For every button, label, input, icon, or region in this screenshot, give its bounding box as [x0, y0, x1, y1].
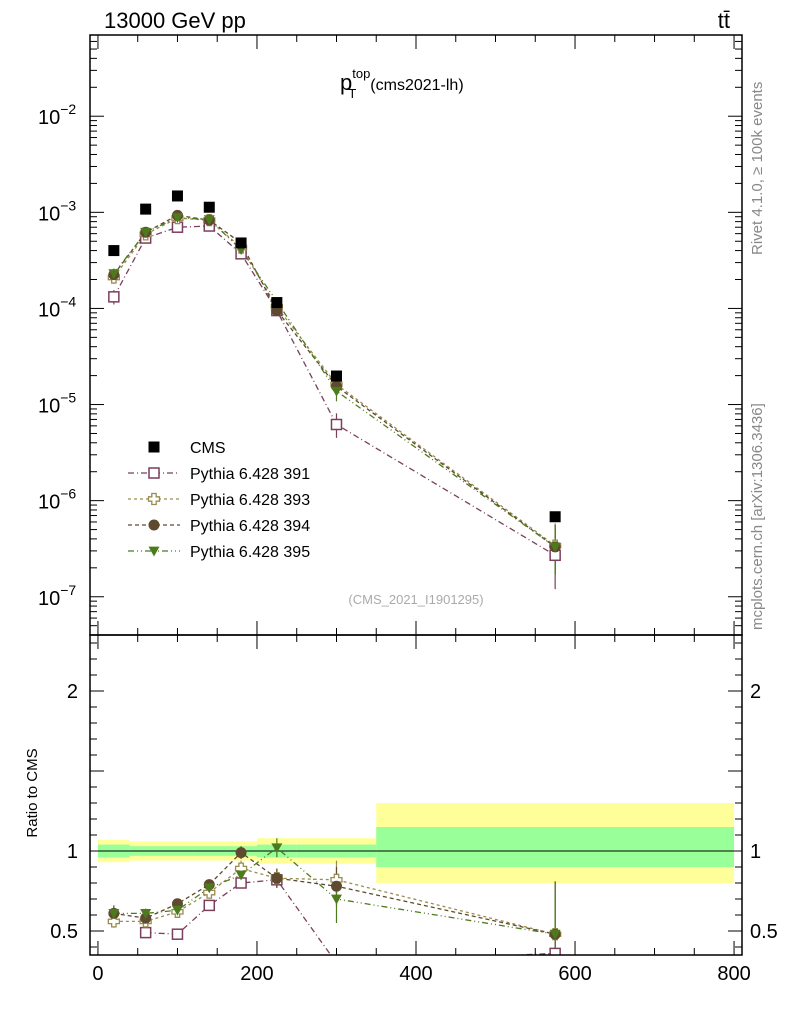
ratio-data-point: [549, 929, 561, 940]
main-y-tick-label: 10−2: [38, 101, 76, 129]
legend: CMS Pythia 6.428 391 Pythia 6.428 393 Pythi…: [128, 440, 310, 561]
legend-marker: [148, 441, 160, 453]
ratio-series-group: [107, 838, 562, 968]
ratio-green-band: [376, 827, 735, 867]
legend-marker: [148, 546, 160, 557]
cms-data-point: [171, 190, 183, 202]
ratio-data-point: [271, 843, 283, 854]
ratio-y-tick-label-right: 1: [750, 841, 761, 863]
main-y-tick-label: 10−6: [38, 486, 76, 514]
legend-label: Pythia 6.428 395: [190, 544, 310, 561]
legend-label: Pythia 6.428 393: [190, 492, 310, 509]
rivet-label: Rivet 4.1.0, ≥ 100k events: [749, 82, 766, 255]
ratio-data-point: [203, 883, 215, 894]
main-series-line: [113, 217, 556, 547]
ratio-data-point: [331, 958, 341, 968]
legend-marker: [148, 519, 160, 531]
main-y-axis: 10−7 10−6 10−5 10−4 10−3 10−2: [38, 34, 742, 636]
main-series-line: [113, 214, 556, 548]
main-frame: [89, 34, 743, 636]
ratio-x-tick-label: 200: [240, 963, 273, 985]
cms-data-point: [330, 370, 342, 382]
ratio-x-tick-label: 600: [558, 963, 591, 985]
main-data-point: [330, 386, 342, 397]
ratio-frame: [89, 634, 743, 956]
ratio-data-point: [203, 899, 216, 912]
legend-label: CMS: [190, 440, 226, 457]
ratio-uncertainty-bands: [97, 803, 735, 883]
ratio-y-tick-label-left: 0.5: [50, 921, 78, 943]
ratio-data-point: [171, 928, 184, 940]
ratio-data-point: [235, 870, 247, 881]
cms-data-point: [271, 297, 283, 309]
ratio-y-label: Ratio to CMS: [24, 748, 41, 837]
ratio-y-tick-label-right: 2: [750, 681, 761, 703]
main-data-point: [330, 418, 343, 431]
main-data-point: [203, 215, 215, 226]
ratio-data-point: [330, 880, 342, 892]
main-y-tick-label: 10−4: [38, 293, 76, 321]
ratio-data-point: [139, 926, 152, 939]
main-panel: 10−7 10−6 10−5 10−4 10−3 10−2 ptop T (cms2021-l…: [38, 34, 743, 636]
cms-data-point: [203, 201, 215, 213]
process-label: tt̄: [718, 8, 730, 33]
energy-label: 13000 GeV pp: [104, 8, 246, 33]
ratio-data-point: [171, 905, 183, 916]
main-data-point: [549, 542, 561, 553]
ratio-data-point: [549, 947, 561, 955]
ratio-plot-marks: [107, 838, 562, 968]
main-series-line: [113, 217, 556, 548]
cms-data-point: [235, 237, 247, 249]
legend-marker: [147, 492, 161, 506]
mcplots-label: mcplots.cern.ch [arXiv:1306.3436]: [749, 403, 766, 630]
cms-data-point: [140, 203, 152, 215]
plot-title: ptop T (cms2021-lh): [340, 66, 464, 101]
ratio-series-line: [113, 851, 556, 935]
legend-marker: [148, 467, 160, 479]
ratio-x-tick-label: 400: [399, 963, 432, 985]
ratio-data-point: [235, 847, 247, 859]
ratio-data-point: [330, 894, 342, 905]
cms-data-point: [108, 245, 120, 257]
ratio-data-point: [271, 872, 283, 884]
legend-label: Pythia 6.428 394: [190, 518, 310, 535]
ratio-data-point: [108, 909, 120, 919]
legend-label: Pythia 6.428 391: [190, 466, 310, 483]
main-y-tick-label: 10−5: [38, 390, 76, 418]
analysis-label: (CMS_2021_I1901295): [348, 592, 483, 607]
main-y-tick-label: 10−7: [38, 582, 76, 610]
main-plot-marks: [107, 190, 562, 590]
main-data-point: [171, 213, 183, 224]
ratio-y-tick-label-left: 2: [67, 681, 78, 703]
cms-data-point: [549, 511, 561, 523]
main-data-point: [140, 227, 152, 238]
ratio-data-point: [140, 909, 152, 919]
main-y-tick-label: 10−3: [38, 197, 76, 225]
main-data-point: [108, 291, 120, 303]
ratio-x-tick-label: 800: [717, 963, 750, 985]
ratio-data-point: [107, 915, 121, 928]
ratio-x-tick-label: 0: [92, 963, 103, 985]
ratio-y-tick-label-left: 1: [67, 841, 78, 863]
main-data-point: [108, 269, 120, 280]
ratio-series-line: [113, 846, 556, 935]
ratio-y-tick-label-right: 0.5: [750, 921, 778, 943]
